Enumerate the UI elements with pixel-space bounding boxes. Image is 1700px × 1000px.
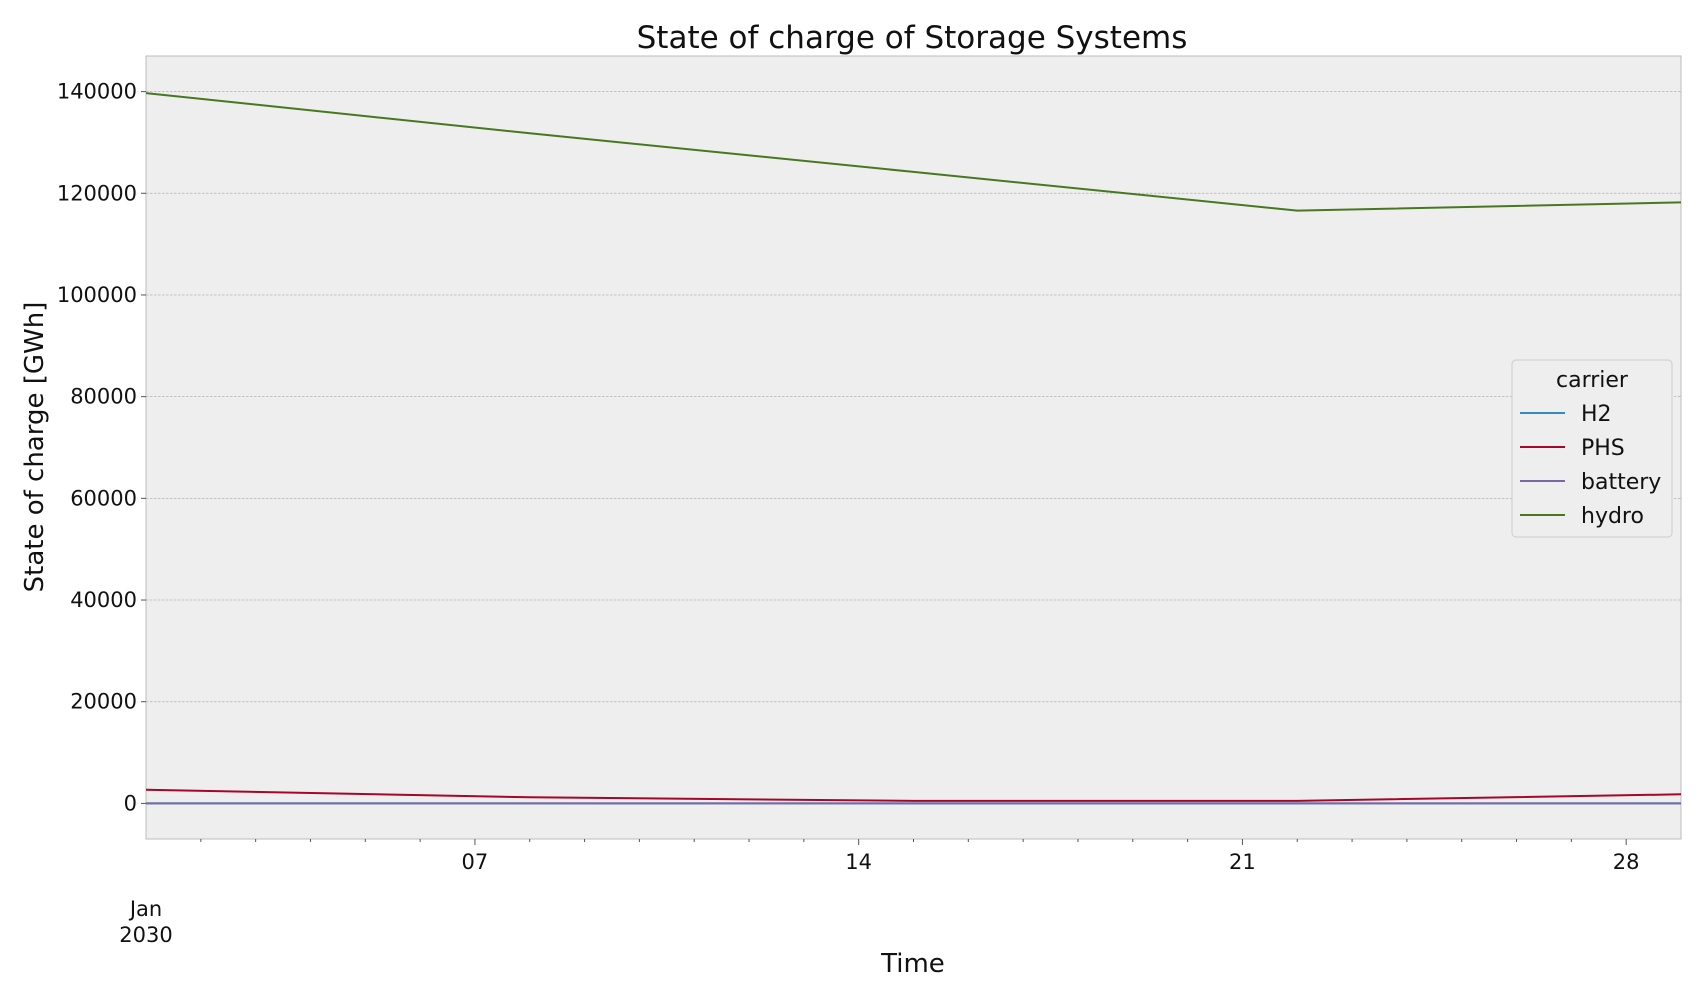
y-tick-label: 80000 bbox=[70, 385, 137, 409]
y-tick-label: 20000 bbox=[70, 690, 137, 714]
x-tick-label: 28 bbox=[1613, 850, 1640, 874]
y-tick-label: 120000 bbox=[57, 181, 137, 205]
y-tick-label: 60000 bbox=[70, 486, 137, 510]
y-tick-label: 0 bbox=[124, 791, 137, 815]
chart-title: State of charge of Storage Systems bbox=[637, 20, 1188, 56]
x-axis-label: Time bbox=[880, 949, 945, 979]
legend-label-h2: H2 bbox=[1581, 402, 1612, 427]
legend-label-phs: PHS bbox=[1581, 436, 1625, 461]
series-line-hydro bbox=[145, 92, 1682, 212]
series-lines bbox=[145, 92, 1682, 805]
y-tick-label: 100000 bbox=[57, 283, 137, 307]
plot-area bbox=[145, 55, 1682, 840]
legend-label-battery: battery bbox=[1581, 470, 1661, 495]
legend-label-hydro: hydro bbox=[1581, 504, 1644, 529]
legend: carrier H2 PHS battery hydro bbox=[1511, 359, 1673, 538]
legend-box bbox=[1511, 359, 1673, 538]
y-axis: 0 20000 40000 60000 80000 100000 120000 140000 bbox=[57, 80, 146, 815]
legend-title: carrier bbox=[1556, 368, 1629, 393]
series-line-phs bbox=[145, 788, 1682, 802]
x-start-label: 2030 bbox=[119, 923, 172, 947]
x-tick-label: 14 bbox=[845, 850, 872, 874]
x-start-label: Jan bbox=[128, 897, 162, 921]
y-tick-label: 140000 bbox=[57, 80, 137, 104]
x-tick-label: 21 bbox=[1229, 850, 1256, 874]
x-tick-label: 07 bbox=[462, 850, 489, 874]
y-axis-label: State of charge [GWh] bbox=[20, 302, 50, 593]
y-tick-label: 40000 bbox=[70, 588, 137, 612]
